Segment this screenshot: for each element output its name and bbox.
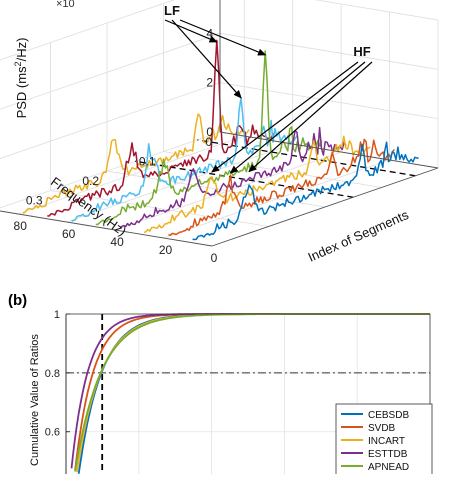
exponent-label: ×10 [56, 0, 75, 10]
z-tick-label: 0 [206, 125, 213, 139]
annotation-arrow [229, 61, 366, 174]
legend-box [335, 403, 433, 477]
segment-tick-label: 0 [211, 251, 218, 265]
y-tick-label: 0.8 [45, 368, 60, 380]
segment-axis-label: Index of Segments [306, 207, 412, 265]
legend-label: ESTTDB [368, 449, 408, 460]
legend-label: SVDB [368, 423, 396, 434]
grid-line [163, 3, 382, 188]
frequency-tick-label: 0.3 [26, 194, 43, 208]
y-axis-label-b: Cumulative Value of Ratios [29, 334, 41, 466]
annotation-arrow [248, 61, 373, 173]
dashed-line [197, 139, 416, 177]
tick-labels-3d: 024600.10.20.30.4020406080 [14, 26, 218, 265]
segment-tick-label: 80 [14, 219, 28, 233]
frequency-tick-label: 0.1 [139, 155, 156, 169]
z-axis-label: PSD (ms2/Hz) [13, 38, 29, 119]
frequency-tick-label: 0.2 [82, 174, 99, 188]
segment-tick-label: 60 [62, 227, 76, 241]
psd-series-line [192, 141, 419, 241]
annotation-arrow [211, 61, 359, 173]
panel-b-label: (b) [8, 292, 27, 309]
z-tick-label: 4 [206, 26, 213, 40]
segment-tick-label: 40 [110, 235, 124, 249]
psd-series-line [47, 39, 274, 217]
annotation-arrow [171, 19, 242, 99]
axis-line [0, 210, 213, 247]
legend-label: APNEAD [368, 462, 409, 473]
y-tick-label: 0.6 [45, 427, 60, 439]
annotation-arrow [179, 19, 267, 56]
annotation-arrows [164, 19, 373, 174]
psd-series-line [119, 126, 347, 229]
frequency-tick-label: 0 [205, 135, 212, 149]
annotation-hf: HF [353, 44, 370, 59]
grid-line [50, 42, 269, 227]
panel-b-cumulative: (b) 0.40.60.81 Cumulative Value of Ratio… [8, 292, 470, 479]
y-tick-label: 1 [54, 309, 60, 321]
segment-tick-label: 20 [159, 243, 173, 257]
panel-a-3d-psd: 024600.10.20.30.4020406080 ×10 PSD (ms2/… [0, 0, 439, 265]
annotation-arrow [164, 19, 218, 43]
reference-lines [66, 314, 430, 474]
grid-line [106, 23, 326, 208]
legend-label: CEBSDB [368, 410, 409, 421]
legend-label: INCART [368, 436, 405, 447]
annotation-lf: LF [164, 3, 180, 18]
grid-line [0, 0, 439, 61]
psd-series-line [168, 138, 395, 237]
tick-labels-b: 0.40.60.81 [45, 309, 70, 439]
axes-3d [0, 0, 439, 247]
legend: CEBSDB SVDB INCART ESTTDB APNEAD [335, 403, 433, 477]
axis-line [211, 167, 439, 247]
z-tick-label: 2 [206, 76, 213, 90]
